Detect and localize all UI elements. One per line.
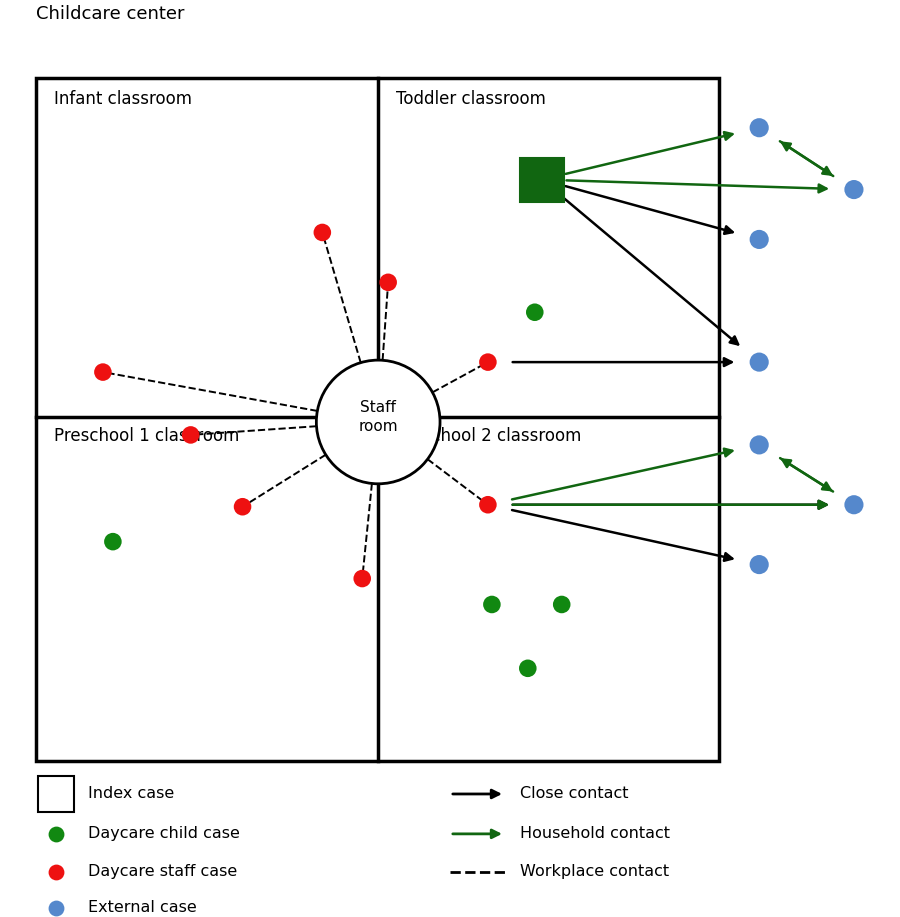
- Text: Workplace contact: Workplace contact: [520, 865, 669, 879]
- Bar: [38, 776, 74, 812]
- Text: Staff
room: Staff room: [358, 400, 398, 434]
- Text: Infant classroom: Infant classroom: [54, 90, 192, 108]
- Point: [355, 571, 369, 586]
- Text: Close contact: Close contact: [520, 787, 628, 801]
- Point: [527, 305, 542, 320]
- Text: Toddler classroom: Toddler classroom: [396, 90, 546, 108]
- Text: Daycare child case: Daycare child case: [88, 826, 239, 842]
- Text: External case: External case: [88, 900, 197, 915]
- Point: [235, 500, 249, 514]
- Text: Preschool 2 classroom: Preschool 2 classroom: [396, 427, 581, 445]
- Point: [752, 120, 767, 135]
- Point: [315, 225, 329, 239]
- Point: [481, 355, 495, 370]
- Circle shape: [317, 360, 440, 484]
- Point: [752, 355, 767, 370]
- Bar: [520, 158, 563, 202]
- Point: [105, 535, 120, 549]
- Point: [481, 497, 495, 512]
- Point: [95, 365, 110, 380]
- Text: Daycare staff case: Daycare staff case: [88, 865, 238, 879]
- Point: [520, 661, 535, 676]
- Point: [49, 865, 63, 879]
- Text: Household contact: Household contact: [520, 826, 670, 842]
- Point: [49, 900, 63, 915]
- Point: [381, 275, 395, 290]
- Point: [485, 597, 500, 612]
- Text: Childcare center: Childcare center: [36, 5, 184, 23]
- Point: [752, 232, 767, 247]
- Point: [847, 182, 861, 197]
- Point: [554, 597, 569, 612]
- Point: [847, 497, 861, 512]
- Text: Index case: Index case: [88, 787, 175, 801]
- Bar: [36, 78, 719, 761]
- Point: [752, 437, 767, 452]
- Point: [184, 427, 198, 442]
- Text: Preschool 1 classroom: Preschool 1 classroom: [54, 427, 239, 445]
- Point: [752, 558, 767, 572]
- Point: [49, 826, 63, 841]
